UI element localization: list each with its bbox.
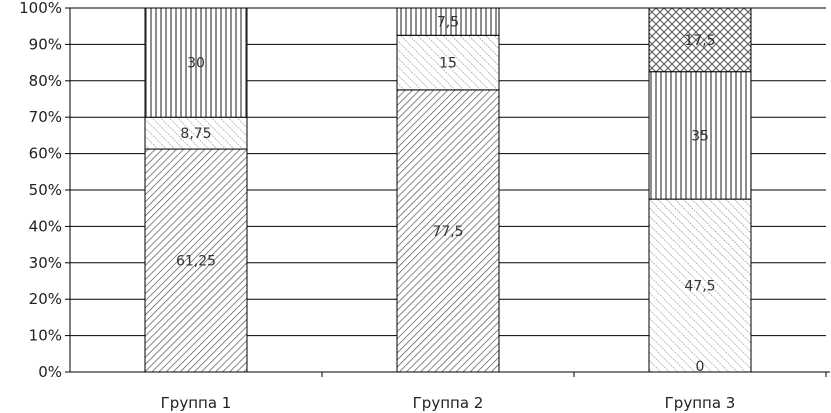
y-tick-label: 50% <box>29 181 62 199</box>
bar-segment <box>396 89 500 373</box>
y-tick-label: 20% <box>29 290 62 308</box>
y-tick-label: 30% <box>29 254 62 272</box>
bar-segment <box>648 198 752 373</box>
data-label: 8,75 <box>180 126 211 142</box>
x-category-label: Группа 1 <box>161 394 232 412</box>
data-label: 61,25 <box>176 254 216 270</box>
x-category-label: Группа 2 <box>413 394 484 412</box>
data-label: 15 <box>439 56 457 72</box>
y-tick-label: 40% <box>29 217 62 235</box>
y-tick-label: 10% <box>29 327 62 345</box>
x-category-label: Группа 3 <box>665 394 736 412</box>
y-tick-label: 80% <box>29 72 62 90</box>
bar-segment <box>396 34 500 91</box>
bar-segment <box>648 7 752 73</box>
data-label: 77,5 <box>432 224 463 240</box>
y-tick-label: 90% <box>29 35 62 53</box>
bar-segment <box>396 7 500 36</box>
data-label: 7,5 <box>437 15 459 31</box>
bar-segment <box>144 7 248 118</box>
data-label: 17,5 <box>684 33 715 49</box>
data-label: 0 <box>696 359 705 375</box>
data-label: 35 <box>691 128 709 144</box>
data-labels: 61,25 8,75 30 77,5 15 7,5 0 47,5 35 17,5 <box>176 15 716 375</box>
y-tick-label: 0% <box>38 363 62 381</box>
y-tick-label: 100% <box>19 0 62 17</box>
y-tick-label: 60% <box>29 145 62 163</box>
bar-segment <box>144 116 248 150</box>
bars <box>144 7 752 373</box>
data-label: 47,5 <box>684 279 715 295</box>
bar-segment <box>144 148 248 373</box>
bar-segment <box>648 71 752 200</box>
axes: 0% 10% 20% 30% 40% 50% 60% 70% 80% 90% 100% Группа … <box>19 0 830 412</box>
data-label: 30 <box>187 56 205 72</box>
y-tick-label: 70% <box>29 108 62 126</box>
